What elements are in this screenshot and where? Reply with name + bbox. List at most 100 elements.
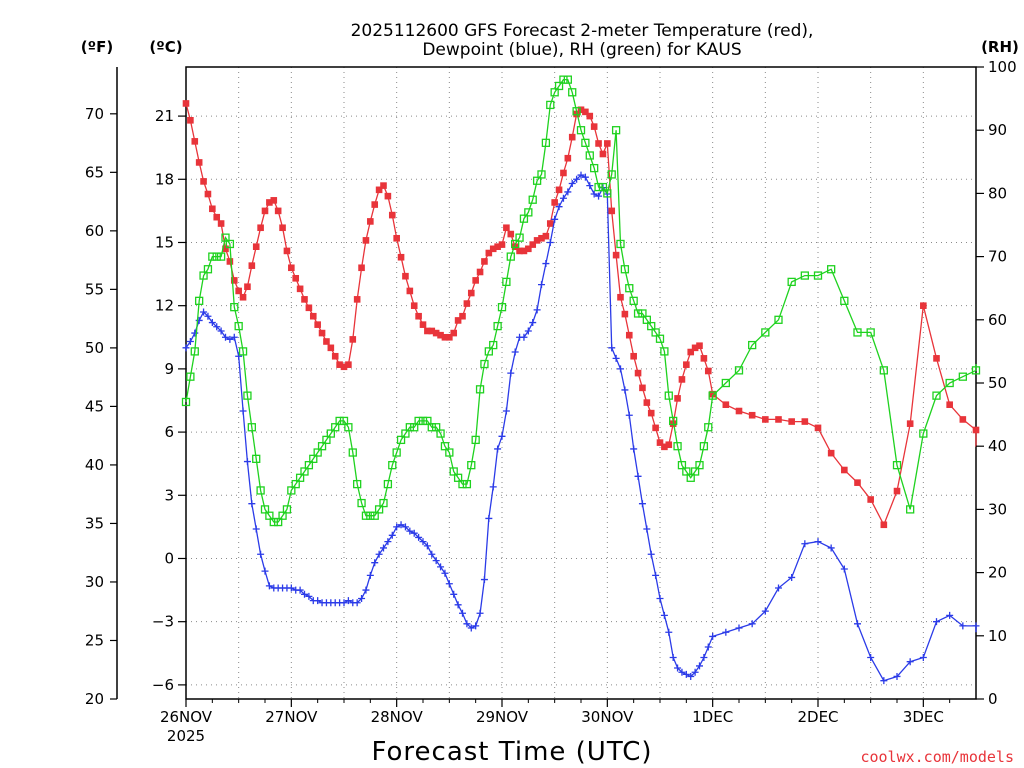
series-temperature — [182, 100, 980, 529]
data-point — [661, 443, 668, 451]
data-point — [208, 252, 217, 261]
data-point — [191, 329, 199, 337]
data-point — [278, 511, 287, 520]
data-point — [489, 245, 497, 253]
data-point — [379, 498, 388, 508]
data-point — [405, 423, 414, 432]
data-point — [441, 333, 449, 341]
data-point — [893, 487, 901, 495]
data-point — [854, 620, 861, 628]
data-point — [367, 218, 374, 225]
data-point — [388, 531, 396, 539]
data-point — [248, 500, 256, 508]
data-point — [200, 178, 207, 185]
data-point — [287, 584, 295, 592]
data-point — [550, 88, 559, 97]
data-point — [879, 366, 888, 375]
data-point — [314, 321, 321, 328]
data-point — [309, 454, 318, 463]
data-point — [494, 445, 502, 453]
data-point — [366, 511, 375, 520]
data-point — [304, 461, 314, 470]
celsius-axis: −6 −3 0 3 6 9 12 15 18 21 — [152, 107, 186, 694]
rh-tick-label: 20 — [988, 564, 1007, 582]
data-point — [651, 328, 660, 337]
data-point — [288, 264, 295, 272]
data-point — [296, 586, 304, 594]
data-point — [507, 369, 515, 377]
celsius-tick-label: 12 — [155, 297, 174, 315]
data-point — [326, 429, 335, 438]
data-point — [380, 544, 387, 552]
data-point — [213, 213, 221, 221]
data-point — [213, 323, 221, 331]
data-point — [432, 329, 440, 337]
data-point — [866, 328, 875, 337]
data-point — [216, 252, 226, 261]
data-point — [199, 271, 208, 280]
data-point — [621, 386, 629, 394]
celsius-tick-label: 3 — [164, 486, 174, 504]
data-point — [660, 347, 669, 356]
data-point — [581, 173, 589, 181]
data-point — [665, 441, 673, 449]
data-point — [463, 300, 471, 307]
data-point — [511, 348, 519, 356]
data-point — [503, 224, 510, 232]
data-point — [335, 416, 344, 426]
data-point — [418, 416, 428, 426]
data-point — [674, 664, 682, 672]
x-tick-label: 3DEC — [903, 708, 944, 726]
data-point — [748, 620, 756, 628]
data-point — [642, 315, 651, 324]
data-point — [317, 442, 327, 451]
data-point — [560, 169, 567, 177]
data-point — [529, 319, 537, 327]
rh-axis: 0 10 20 30 40 50 60 70 80 90 100 — [976, 58, 1017, 708]
x-tick-label: 2DEC — [797, 708, 838, 726]
data-point — [867, 653, 875, 661]
data-point — [788, 418, 795, 425]
data-point — [652, 424, 659, 432]
data-point — [401, 429, 410, 438]
data-point — [301, 590, 308, 598]
data-point — [300, 467, 309, 476]
data-point — [959, 416, 967, 423]
data-point — [542, 260, 550, 268]
data-point — [502, 277, 511, 287]
data-point — [906, 658, 914, 666]
data-point — [423, 542, 431, 550]
data-point — [774, 315, 783, 324]
data-point — [586, 182, 594, 190]
data-point — [449, 467, 458, 476]
data-point — [568, 133, 576, 141]
data-point — [282, 505, 292, 514]
data-point — [195, 316, 203, 324]
data-point — [678, 668, 686, 676]
celsius-tick-label: 9 — [164, 360, 174, 378]
data-point — [222, 333, 229, 341]
data-point — [195, 159, 203, 166]
data-point — [788, 573, 796, 581]
data-point — [485, 249, 493, 257]
data-point — [647, 409, 655, 417]
data-point — [235, 287, 242, 295]
grid-lines — [186, 67, 976, 699]
data-point — [450, 590, 458, 598]
data-point — [230, 277, 238, 284]
data-point — [388, 461, 397, 470]
data-point — [546, 238, 554, 246]
data-point — [446, 333, 453, 341]
data-point — [696, 662, 703, 670]
x-tick-label: 30NOV — [581, 708, 634, 726]
data-point — [546, 220, 554, 227]
data-point — [515, 233, 524, 242]
data-point — [647, 321, 656, 331]
data-point — [919, 653, 927, 661]
data-point — [257, 224, 264, 232]
data-point — [234, 321, 243, 331]
data-point — [722, 628, 730, 636]
data-point — [563, 75, 572, 84]
data-point — [445, 448, 454, 457]
